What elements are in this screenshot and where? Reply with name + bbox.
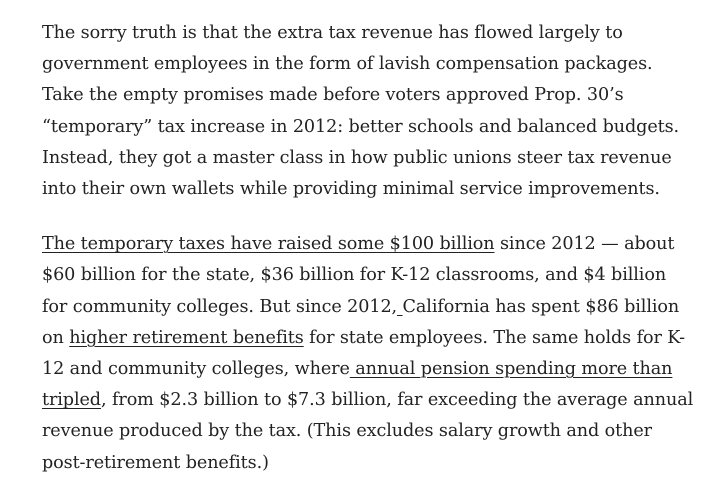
paragraph-2-line-5: 12 and community colleges, where annual … (42, 354, 692, 385)
annual-pension-spending-link[interactable]: annual pension spending more than (349, 359, 673, 380)
paragraph-2-line-3-text-after: California has spent $86 billion (402, 296, 680, 317)
higher-retirement-benefits-link[interactable]: higher retirement benefits (69, 327, 304, 348)
article-body: The sorry truth is that the extra tax re… (42, 18, 694, 479)
paragraph-1-line-5: Instead, they got a master class in how … (42, 147, 672, 168)
paragraph-1-line-4: “temporary” tax increase in 2012: better… (42, 116, 680, 137)
paragraph-2-line-7: revenue produced by the tax. (This exclu… (42, 421, 652, 442)
paragraph-1-line-2: government employees in the form of lavi… (42, 54, 653, 75)
paragraph-1-line-1: The sorry truth is that the extra tax re… (42, 23, 623, 43)
paragraph-2-line-6-text: , from $2.3 billion to $7.3 billion, far… (100, 390, 694, 411)
temporary-taxes-link[interactable]: The temporary taxes have raised some $10… (42, 234, 495, 255)
paragraph-2-line-1-text: since 2012 — about (494, 234, 675, 255)
paragraph-1-line-6: into their own wallets while providing m… (42, 179, 660, 200)
paragraph-2-line-4: on higher retirement benefits for state … (42, 323, 692, 354)
paragraph-1: The sorry truth is that the extra tax re… (42, 18, 692, 205)
paragraph-2: The temporary taxes have raised some $10… (42, 229, 694, 479)
tripled-link[interactable]: tripled (42, 390, 101, 411)
paragraph-2-line-8: post-retirement benefits.) (42, 452, 269, 473)
paragraph-2-line-5-text: 12 and community colleges, where (42, 359, 350, 380)
paragraph-2-line-3-text: for community colleges. But since 2012, (42, 296, 398, 317)
paragraph-2-line-3: for community colleges. But since 2012, … (42, 292, 692, 323)
paragraph-2-line-6: tripled, from $2.3 billion to $7.3 billi… (42, 385, 694, 416)
paragraph-1-line-3: Take the empty promises made before vote… (42, 85, 624, 106)
paragraph-2-line-2: $60 billion for the state, $36 billion f… (42, 265, 667, 286)
paragraph-2-line-1: The temporary taxes have raised some $10… (42, 229, 692, 260)
paragraph-2-line-4-text-after: for state employees. The same holds for … (303, 327, 685, 348)
paragraph-2-line-4-text-before: on (42, 327, 70, 348)
